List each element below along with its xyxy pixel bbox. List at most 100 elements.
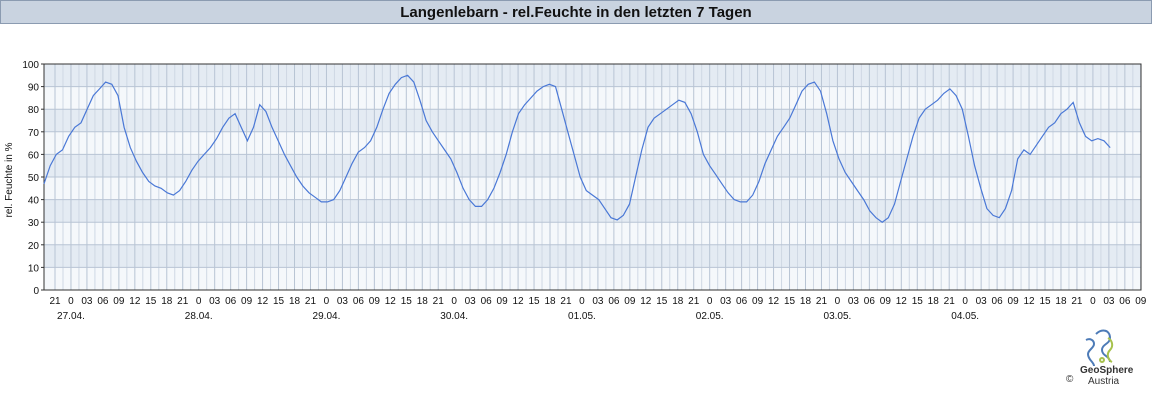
background-band — [44, 64, 1141, 87]
x-tick-label: 0 — [579, 296, 585, 307]
y-tick-label: 30 — [28, 218, 40, 229]
y-tick-label: 0 — [33, 286, 39, 297]
x-tick-label: 03 — [592, 296, 604, 307]
x-date-label: 01.05. — [568, 311, 596, 322]
x-tick-label: 18 — [928, 296, 940, 307]
x-tick-label: 06 — [736, 296, 748, 307]
x-tick-label: 03 — [81, 296, 93, 307]
x-tick-label: 03 — [1103, 296, 1115, 307]
x-tick-label: 12 — [385, 296, 397, 307]
x-tick-label: 03 — [209, 296, 221, 307]
x-date-label: 04.05. — [951, 311, 979, 322]
x-tick-label: 12 — [1023, 296, 1035, 307]
x-tick-label: 12 — [768, 296, 780, 307]
x-date-label: 28.04. — [185, 311, 213, 322]
x-tick-label: 0 — [196, 296, 202, 307]
x-tick-label: 12 — [129, 296, 141, 307]
logo-brand: GeoSphere — [1080, 365, 1134, 376]
x-date-label: 03.05. — [824, 311, 852, 322]
x-tick-label: 0 — [835, 296, 841, 307]
x-tick-label: 03 — [465, 296, 477, 307]
x-tick-label: 09 — [1008, 296, 1020, 307]
x-date-label: 27.04. — [57, 311, 85, 322]
x-tick-label: 09 — [624, 296, 636, 307]
x-date-label: 29.04. — [313, 311, 341, 322]
x-tick-label: 06 — [608, 296, 620, 307]
x-tick-label: 21 — [944, 296, 956, 307]
x-tick-label: 21 — [177, 296, 189, 307]
x-tick-label: 15 — [145, 296, 157, 307]
x-tick-label: 15 — [912, 296, 924, 307]
x-tick-label: 21 — [433, 296, 445, 307]
x-tick-label: 21 — [49, 296, 61, 307]
x-tick-label: 21 — [688, 296, 700, 307]
x-tick-label: 09 — [497, 296, 509, 307]
chart-title: Langenlebarn - rel.Feuchte in den letzte… — [0, 0, 1152, 24]
x-tick-label: 09 — [1135, 296, 1147, 307]
background-band — [44, 267, 1141, 290]
x-tick-label: 21 — [816, 296, 828, 307]
x-tick-label: 0 — [707, 296, 713, 307]
x-tick-label: 03 — [337, 296, 349, 307]
y-tick-label: 90 — [28, 83, 40, 94]
x-tick-label: 18 — [161, 296, 173, 307]
x-tick-label: 15 — [401, 296, 413, 307]
x-date-label: 30.04. — [440, 311, 468, 322]
x-tick-label: 18 — [672, 296, 684, 307]
y-axis-label: rel. Feuchte in % — [4, 142, 15, 217]
y-tick-label: 50 — [28, 173, 40, 184]
x-tick-label: 06 — [97, 296, 109, 307]
x-tick-label: 0 — [324, 296, 330, 307]
y-axis-ticks: 0 10 20 30 40 50 60 70 80 90 100 — [22, 60, 44, 297]
y-tick-label: 80 — [28, 105, 40, 116]
x-tick-label: 09 — [241, 296, 253, 307]
x-tick-label: 0 — [451, 296, 457, 307]
x-tick-label: 15 — [528, 296, 540, 307]
background-band — [44, 199, 1141, 223]
x-tick-label: 12 — [513, 296, 525, 307]
series-lines — [43, 74, 1111, 223]
x-tick-label: 18 — [1055, 296, 1067, 307]
y-tick-label: 70 — [28, 128, 40, 139]
x-tick-label: 21 — [560, 296, 572, 307]
x-tick-label: 12 — [896, 296, 908, 307]
x-tick-label: 09 — [369, 296, 381, 307]
x-tick-label: 0 — [1090, 296, 1096, 307]
x-tick-label: 12 — [640, 296, 652, 307]
x-tick-label: 21 — [1071, 296, 1083, 307]
x-tick-label: 21 — [305, 296, 317, 307]
y-tick-label: 60 — [28, 150, 40, 161]
x-tick-label: 0 — [68, 296, 74, 307]
x-tick-label: 09 — [113, 296, 125, 307]
x-tick-label: 12 — [257, 296, 269, 307]
x-tick-label: 03 — [848, 296, 860, 307]
logo-sub: Austria — [1088, 376, 1120, 387]
background-band — [44, 109, 1141, 132]
x-tick-label: 06 — [1119, 296, 1131, 307]
geosphere-logo-icon — [1085, 329, 1114, 367]
background-band — [44, 131, 1141, 155]
humidity-series-line — [43, 74, 1111, 223]
x-date-label: 02.05. — [696, 311, 724, 322]
x-tick-label: 15 — [1039, 296, 1051, 307]
x-tick-label: 03 — [976, 296, 988, 307]
y-tick-label: 40 — [28, 196, 40, 207]
x-tick-label: 06 — [353, 296, 365, 307]
background-band — [44, 86, 1141, 110]
x-tick-label: 06 — [992, 296, 1004, 307]
y-tick-label: 10 — [28, 263, 40, 274]
x-tick-label: 18 — [417, 296, 429, 307]
y-tick-label: 20 — [28, 241, 40, 252]
background-band — [44, 222, 1141, 245]
background-band — [44, 177, 1141, 200]
x-tick-label: 18 — [289, 296, 301, 307]
x-tick-label: 06 — [481, 296, 493, 307]
x-tick-label: 15 — [656, 296, 668, 307]
x-tick-label: 0 — [962, 296, 968, 307]
x-tick-label: 18 — [544, 296, 556, 307]
x-axis-ticks: 21 0 03 06 09 12 15 18 21 0 03 06 09 12 15 18 21 0 03 06 09 1… — [49, 296, 1146, 322]
x-tick-label: 09 — [880, 296, 892, 307]
x-tick-label: 06 — [864, 296, 876, 307]
y-tick-label: 100 — [22, 60, 39, 71]
